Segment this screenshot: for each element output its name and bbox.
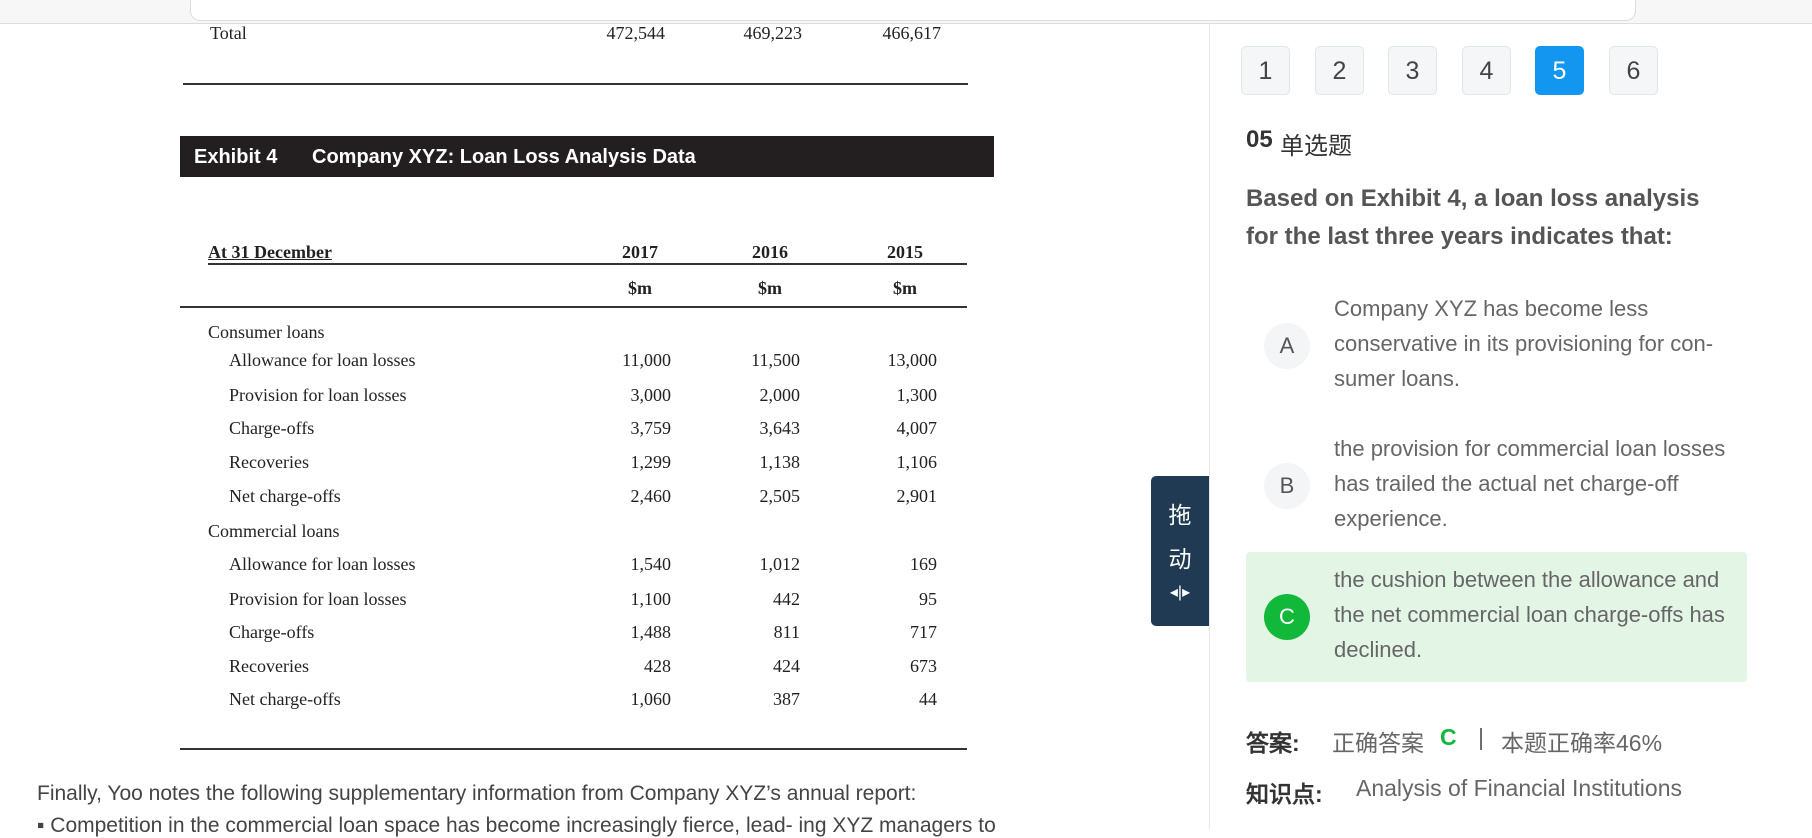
cell: 2,000 [759, 385, 801, 405]
page-button[interactable]: 1 [1241, 46, 1290, 95]
row-label: Allowance for loan losses [229, 554, 416, 574]
option-letter: A [1264, 323, 1310, 369]
option-text: Company XYZ has become less conservative… [1334, 296, 1714, 391]
section-label: Commercial loans [208, 521, 340, 541]
drag-icon: ◂|▸ [1169, 584, 1191, 601]
row-label: Net charge-offs [229, 486, 341, 506]
cell: 11,000 [622, 350, 671, 370]
row-label: Total [210, 23, 247, 43]
page-button[interactable]: 3 [1388, 46, 1437, 95]
bullet-text: Competition in the commercial loan space… [50, 814, 996, 837]
page-button[interactable]: 2 [1315, 46, 1364, 95]
cell: 2,460 [630, 486, 672, 506]
cell: 2,901 [896, 486, 938, 506]
option-text: the provision for commercial loan losses… [1334, 436, 1726, 531]
page-button[interactable]: 4 [1462, 46, 1511, 95]
cell: 4,007 [896, 418, 938, 438]
answer-label: 答案: [1246, 730, 1300, 756]
row-label: Provision for loan losses [229, 385, 407, 405]
cell: 2,505 [759, 486, 801, 506]
unit: $m [628, 278, 652, 298]
address-field[interactable] [190, 0, 1636, 21]
page-button[interactable]: 6 [1609, 46, 1658, 95]
row-label: Provision for loan losses [229, 589, 407, 609]
rule [180, 748, 967, 750]
question-type: 单选题 [1280, 133, 1352, 160]
knowledge-text: Analysis of Financial Institutions [1356, 775, 1682, 801]
paragraph: Finally, Yoo notes the following supplem… [37, 782, 917, 805]
cell: 1,012 [759, 554, 801, 574]
year: 2017 [622, 242, 658, 262]
cell: 3,759 [630, 418, 672, 438]
year: 2015 [887, 242, 923, 262]
unit: $m [893, 278, 917, 298]
cell: 1,060 [630, 689, 672, 709]
cell: 1,138 [759, 452, 801, 472]
row-label: Charge-offs [229, 622, 315, 642]
cell: 44 [919, 689, 937, 709]
cell: 3,000 [630, 385, 672, 405]
answer-separator: | [1478, 724, 1484, 750]
section-label: Consumer loans [208, 322, 325, 342]
cell: 673 [910, 656, 937, 676]
row-label: Allowance for loan losses [229, 350, 416, 370]
row-label: Net charge-offs [229, 689, 341, 709]
rule [183, 83, 968, 85]
cell: 3,643 [759, 418, 801, 438]
cell: 811 [773, 622, 800, 642]
cell: 469,223 [743, 23, 803, 43]
answer-letter: C [1440, 724, 1457, 750]
cell: 1,488 [630, 622, 672, 642]
row-label: Recoveries [229, 656, 309, 676]
cell: 13,000 [887, 350, 938, 370]
cell: 717 [910, 622, 937, 642]
question-number: 05 [1246, 126, 1273, 153]
year: 2016 [752, 242, 788, 262]
cell: 1,300 [896, 385, 938, 405]
cell: 442 [773, 589, 800, 609]
exhibit-title: Company XYZ: Loan Loss Analysis Data [312, 146, 696, 168]
exhibit-bar: Exhibit 4 Company XYZ: Loan Loss Analysis… [180, 136, 994, 177]
cell: 387 [773, 689, 800, 709]
cell: 169 [910, 554, 937, 574]
cell: 11,500 [751, 350, 800, 370]
cell: 1,540 [630, 554, 672, 574]
answer-rate: 本题正确率46% [1501, 730, 1663, 756]
unit: $m [758, 278, 782, 298]
divider [1209, 23, 1210, 829]
option-text: the cushion between the allowance and th… [1334, 567, 1725, 662]
answer-text: 正确答案 [1332, 730, 1424, 756]
option-letter: B [1264, 463, 1310, 509]
page-button[interactable]: 5 [1535, 46, 1584, 95]
rule [180, 306, 967, 308]
row-label: Charge-offs [229, 418, 315, 438]
question-stem: Based on Exhibit 4, a loan loss analysis… [1246, 185, 1700, 250]
drag-handle[interactable]: 拖 动 ◂|▸ [1151, 476, 1209, 626]
option-letter: C [1264, 594, 1310, 640]
cell: 1,106 [896, 452, 938, 472]
cell: 1,100 [630, 589, 672, 609]
cell: 95 [919, 589, 937, 609]
table-header: At 31 December [208, 242, 332, 262]
bullet: ▪ Competition in the commercial loan spa… [37, 814, 996, 837]
cell: 472,544 [606, 23, 666, 43]
drag-text: 动 [1168, 546, 1192, 572]
rule [208, 263, 967, 265]
cell: 428 [644, 656, 671, 676]
option[interactable]: A Company XYZ has become less conservativ… [1246, 285, 1747, 415]
cell: 1,299 [630, 452, 672, 472]
cell: 466,617 [882, 23, 942, 43]
row-label: Recoveries [229, 452, 309, 472]
knowledge-label: 知识点: [1246, 781, 1323, 807]
drag-text: 拖 [1168, 502, 1192, 528]
exhibit-number: Exhibit 4 [194, 146, 278, 168]
cell: 424 [773, 656, 800, 676]
